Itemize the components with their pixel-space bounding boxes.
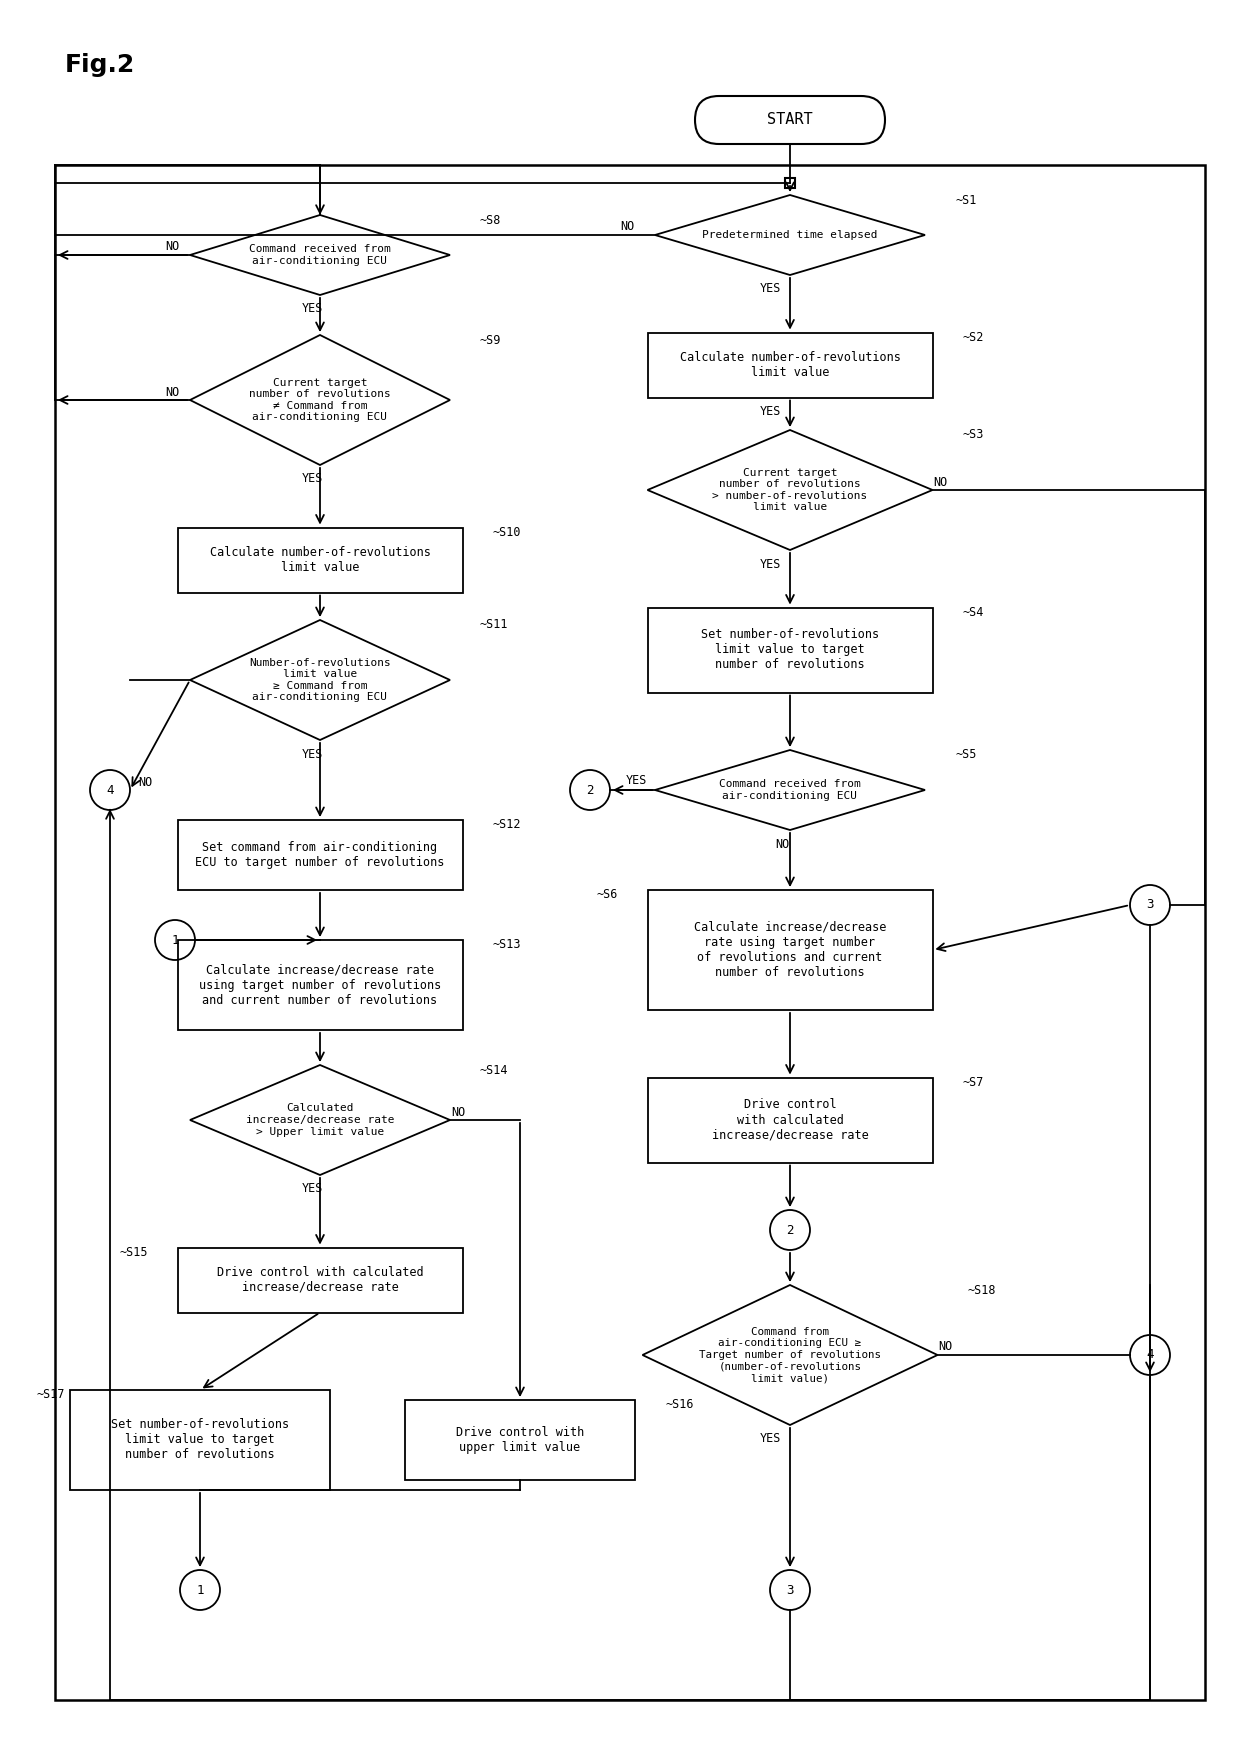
Text: START: START	[768, 113, 812, 127]
Text: YES: YES	[301, 472, 322, 486]
Text: Command from
air-conditioning ECU ≥
Target number of revolutions
(number-of-revo: Command from air-conditioning ECU ≥ Targ…	[699, 1326, 880, 1382]
Text: 4: 4	[107, 784, 114, 796]
Bar	[177, 1247, 463, 1312]
Text: ~S17: ~S17	[36, 1388, 64, 1402]
Text: Command received from
air-conditioning ECU: Command received from air-conditioning E…	[719, 778, 861, 801]
Bar	[177, 528, 463, 592]
Text: NO: NO	[451, 1106, 465, 1118]
Text: Calculate increase/decrease rate
using target number of revolutions
and current : Calculate increase/decrease rate using t…	[198, 963, 441, 1007]
Text: Number-of-revolutions
limit value
≥ Command from
air-conditioning ECU: Number-of-revolutions limit value ≥ Comm…	[249, 657, 391, 703]
Text: ~S2: ~S2	[962, 331, 983, 343]
Text: Set number-of-revolutions
limit value to target
number of revolutions: Set number-of-revolutions limit value to…	[110, 1419, 289, 1462]
Text: 4: 4	[1146, 1349, 1153, 1361]
Bar	[177, 821, 463, 889]
Bar	[405, 1400, 635, 1479]
Text: ~S5: ~S5	[955, 748, 976, 761]
Text: YES: YES	[759, 405, 781, 417]
Text: ~S7: ~S7	[962, 1076, 983, 1088]
Text: ~S8: ~S8	[480, 213, 501, 227]
Text: YES: YES	[301, 303, 322, 315]
Text: ~S12: ~S12	[492, 819, 521, 831]
Text: Set command from air-conditioning
ECU to target number of revolutions: Set command from air-conditioning ECU to…	[196, 842, 445, 868]
Text: Calculate number-of-revolutions
limit value: Calculate number-of-revolutions limit va…	[210, 546, 430, 574]
Text: 2: 2	[587, 784, 594, 796]
Text: Drive control
with calculated
increase/decrease rate: Drive control with calculated increase/d…	[712, 1099, 868, 1141]
Text: 1: 1	[196, 1583, 203, 1597]
Text: ~S18: ~S18	[967, 1284, 996, 1296]
Bar	[647, 889, 932, 1011]
Bar	[177, 940, 463, 1030]
Text: Current target
number of revolutions
≠ Command from
air-conditioning ECU: Current target number of revolutions ≠ C…	[249, 377, 391, 423]
Text: ~S6: ~S6	[596, 889, 618, 902]
Text: Calculate increase/decrease
rate using target number
of revolutions and current
: Calculate increase/decrease rate using t…	[694, 921, 887, 979]
Text: ~S4: ~S4	[962, 606, 983, 620]
Text: Predetermined time elapsed: Predetermined time elapsed	[702, 231, 878, 239]
Text: NO: NO	[934, 475, 947, 488]
Bar	[647, 608, 932, 692]
Text: NO: NO	[138, 775, 153, 789]
Text: NO: NO	[775, 838, 789, 851]
Text: ~S11: ~S11	[480, 618, 508, 632]
Text: ~S9: ~S9	[480, 333, 501, 347]
Text: Calculated
increase/decrease rate
> Upper limit value: Calculated increase/decrease rate > Uppe…	[246, 1104, 394, 1136]
Text: 2: 2	[786, 1224, 794, 1236]
Text: ~S15: ~S15	[119, 1247, 148, 1259]
Text: ~S13: ~S13	[492, 939, 521, 951]
Text: NO: NO	[620, 220, 634, 234]
Bar	[647, 333, 932, 398]
Text: YES: YES	[301, 1182, 322, 1196]
Text: ~S14: ~S14	[480, 1064, 508, 1076]
Text: YES: YES	[626, 773, 647, 787]
Text: YES: YES	[301, 747, 322, 761]
Text: NO: NO	[166, 386, 180, 398]
Text: YES: YES	[759, 1432, 781, 1446]
Bar	[647, 1078, 932, 1162]
Text: 1: 1	[171, 933, 179, 946]
Text: ~S10: ~S10	[492, 527, 521, 539]
Text: Drive control with
upper limit value: Drive control with upper limit value	[456, 1426, 584, 1455]
Text: Drive control with calculated
increase/decrease rate: Drive control with calculated increase/d…	[217, 1266, 423, 1294]
Text: YES: YES	[759, 558, 781, 571]
Bar	[69, 1389, 330, 1490]
Text: NO: NO	[166, 241, 180, 254]
Text: Current target
number of revolutions
> number-of-revolutions
limit value: Current target number of revolutions > n…	[712, 468, 868, 512]
Text: 3: 3	[1146, 898, 1153, 912]
Text: ~S1: ~S1	[955, 194, 976, 206]
Text: 3: 3	[786, 1583, 794, 1597]
Text: Command received from
air-conditioning ECU: Command received from air-conditioning E…	[249, 245, 391, 266]
Text: ~S16: ~S16	[665, 1398, 693, 1412]
Text: Fig.2: Fig.2	[64, 53, 135, 77]
Text: Set number-of-revolutions
limit value to target
number of revolutions: Set number-of-revolutions limit value to…	[701, 629, 879, 671]
Text: ~S3: ~S3	[962, 428, 983, 442]
Text: YES: YES	[759, 282, 781, 296]
Bar	[55, 166, 1205, 1699]
Text: Calculate number-of-revolutions
limit value: Calculate number-of-revolutions limit va…	[680, 350, 900, 379]
Text: NO: NO	[939, 1340, 952, 1354]
